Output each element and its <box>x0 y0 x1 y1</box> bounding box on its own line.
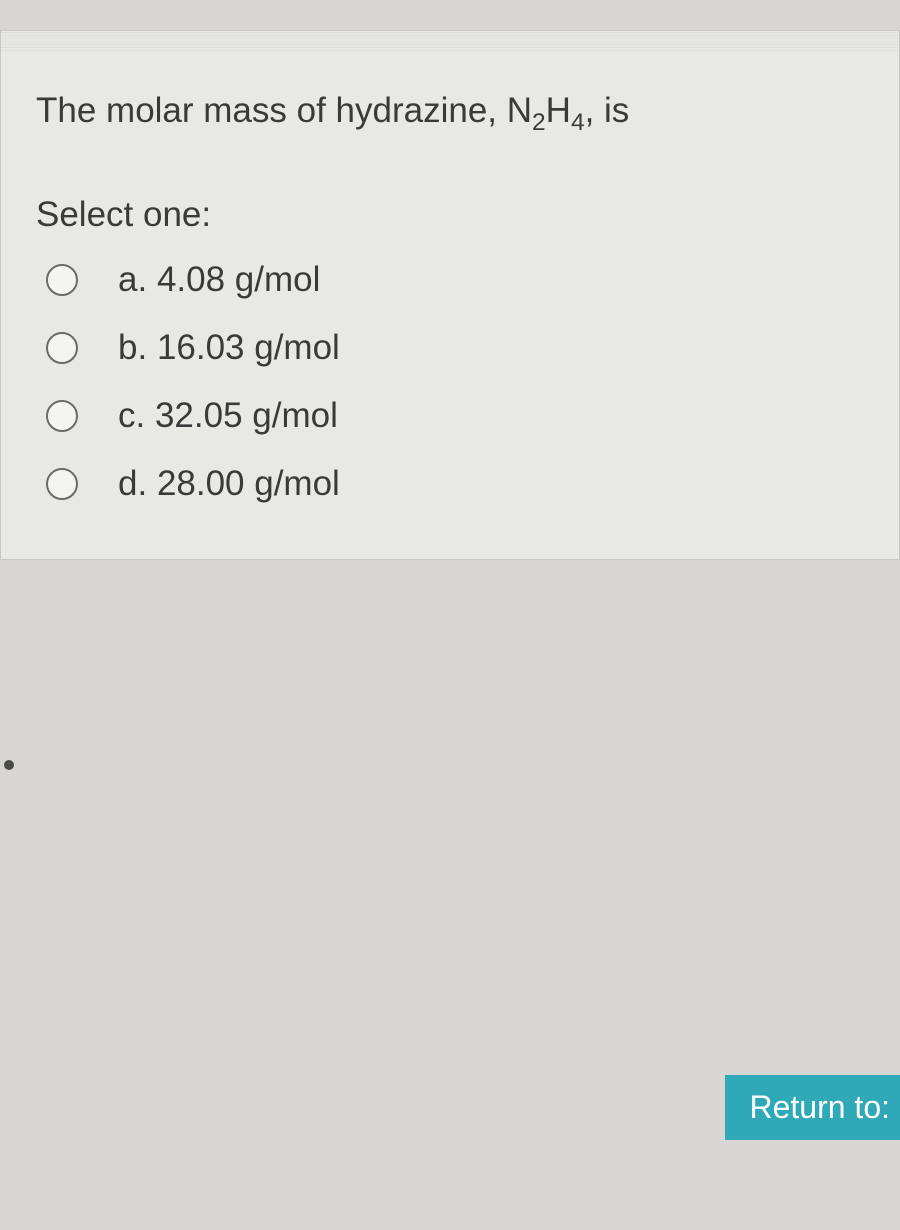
option-letter-b: b. <box>118 328 147 367</box>
option-letter-d: d. <box>118 464 147 503</box>
question-sub1: 2 <box>532 109 546 136</box>
radio-d[interactable] <box>46 468 78 500</box>
option-text-d: 28.00 g/mol <box>157 464 340 503</box>
radio-b[interactable] <box>46 332 78 364</box>
option-label-b: b. 16.03 g/mol <box>118 328 340 368</box>
option-letter-a: a. <box>118 260 147 299</box>
option-label-d: d. 28.00 g/mol <box>118 464 340 504</box>
select-one-label: Select one: <box>36 195 864 235</box>
question-text-suffix: , is <box>585 91 630 130</box>
option-row-d[interactable]: d. 28.00 g/mol <box>46 464 864 504</box>
option-label-c: c. 32.05 g/mol <box>118 396 338 436</box>
question-text-mid: H <box>546 91 571 130</box>
option-row-a[interactable]: a. 4.08 g/mol <box>46 260 864 300</box>
options-group: a. 4.08 g/mol b. 16.03 g/mol c. 32.05 g/… <box>36 260 864 504</box>
radio-c[interactable] <box>46 400 78 432</box>
option-text-a: 4.08 g/mol <box>157 260 320 299</box>
option-row-b[interactable]: b. 16.03 g/mol <box>46 328 864 368</box>
option-letter-c: c. <box>118 396 145 435</box>
question-text-prefix: The molar mass of hydrazine, N <box>36 91 532 130</box>
option-text-c: 32.05 g/mol <box>155 396 338 435</box>
question-sub2: 4 <box>571 109 585 136</box>
decorative-dot <box>4 760 14 770</box>
radio-a[interactable] <box>46 264 78 296</box>
return-button[interactable]: Return to: <box>725 1075 900 1140</box>
option-text-b: 16.03 g/mol <box>157 328 340 367</box>
question-text: The molar mass of hydrazine, N2H4, is <box>36 76 864 140</box>
option-row-c[interactable]: c. 32.05 g/mol <box>46 396 864 436</box>
question-panel: The molar mass of hydrazine, N2H4, is Se… <box>0 30 900 560</box>
option-label-a: a. 4.08 g/mol <box>118 260 320 300</box>
